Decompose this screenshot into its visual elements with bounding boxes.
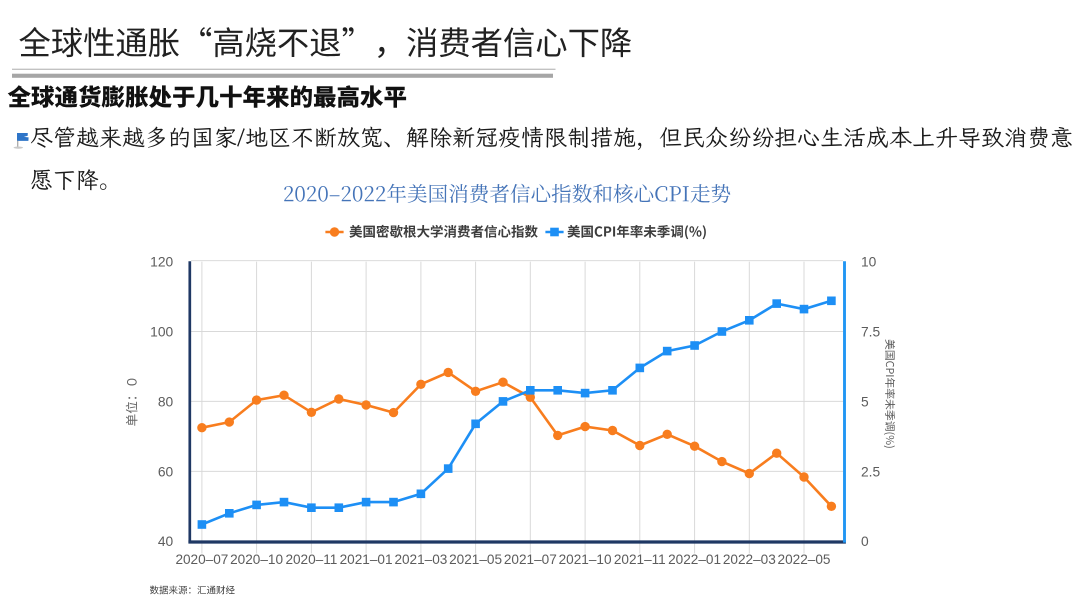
svg-text:2021–03: 2021–03 (394, 552, 447, 567)
svg-text:120: 120 (150, 255, 173, 270)
svg-text:2020–10: 2020–10 (230, 552, 283, 567)
svg-text:5: 5 (861, 394, 869, 409)
svg-text:2021–05: 2021–05 (449, 552, 502, 567)
svg-text:2022–03: 2022–03 (723, 552, 776, 567)
svg-text:2022–01: 2022–01 (668, 552, 721, 567)
svg-text:2021–01: 2021–01 (340, 552, 393, 567)
svg-text:7.5: 7.5 (861, 324, 881, 339)
svg-text:2020–07: 2020–07 (175, 552, 228, 567)
svg-text:2.5: 2.5 (861, 464, 881, 479)
svg-text:2021–07: 2021–07 (504, 552, 557, 567)
svg-text:2021–11: 2021–11 (614, 552, 666, 567)
svg-text:2021–10: 2021–10 (559, 552, 612, 567)
svg-text:60: 60 (158, 464, 174, 479)
svg-text:80: 80 (158, 394, 174, 409)
svg-text:0: 0 (861, 534, 869, 549)
svg-text:2020–11: 2020–11 (285, 552, 337, 567)
svg-text:100: 100 (150, 324, 173, 339)
svg-text:2022–05: 2022–05 (778, 552, 831, 567)
svg-text:40: 40 (158, 534, 174, 549)
svg-text:10: 10 (861, 255, 877, 270)
